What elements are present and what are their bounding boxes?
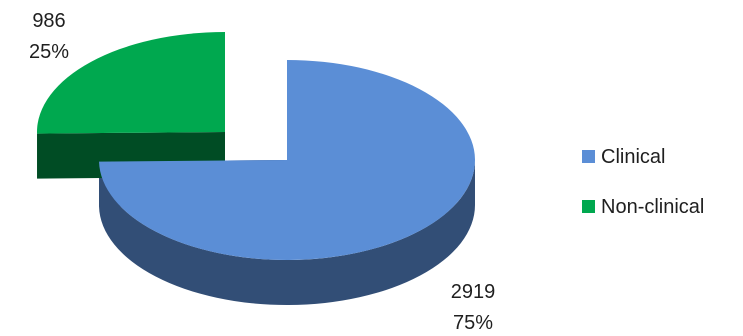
legend: Clinical Non-clinical xyxy=(582,146,704,218)
data-label-non-clinical-value: 986 xyxy=(32,10,65,32)
slice-non-clinical xyxy=(37,32,225,134)
data-label-non-clinical-percent: 25% xyxy=(29,41,69,63)
pie-slices xyxy=(37,32,475,305)
legend-label-non-clinical: Non-clinical xyxy=(601,196,704,218)
slice-side-clinical xyxy=(99,160,475,305)
legend-swatch-non-clinical xyxy=(582,200,595,213)
legend-swatch-clinical xyxy=(582,150,595,163)
data-label-clinical-percent: 75% xyxy=(453,312,493,334)
data-label-clinical-value: 2919 xyxy=(451,281,496,303)
legend-label-clinical: Clinical xyxy=(601,146,665,168)
slice-clinical xyxy=(99,60,475,260)
